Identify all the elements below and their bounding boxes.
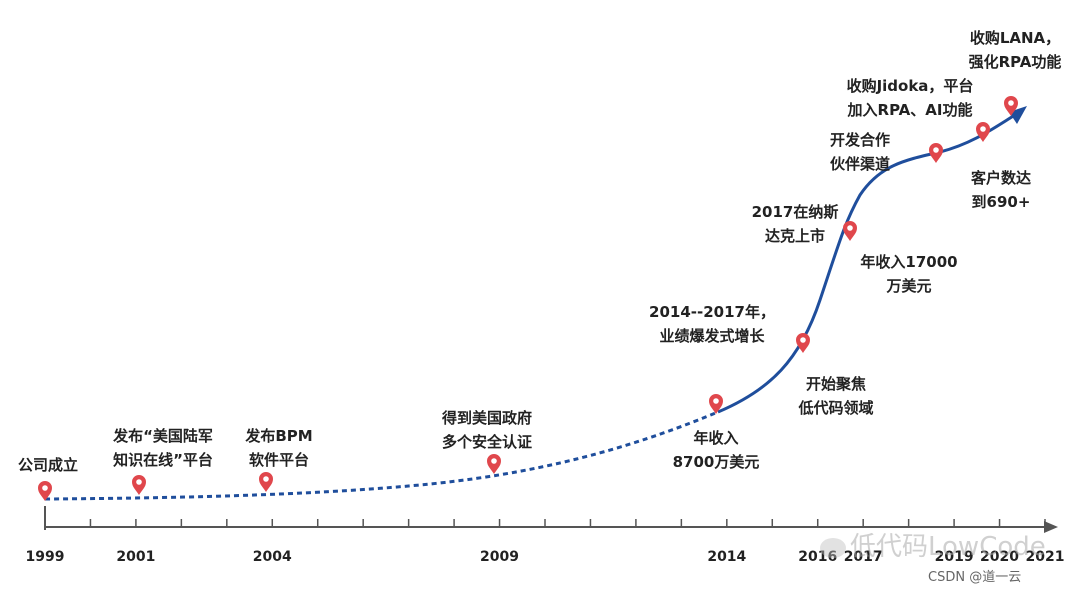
axis-ticks bbox=[89, 519, 1046, 527]
source-credit: CSDN @道一云 bbox=[928, 570, 1022, 585]
watermark-text: 低代码LowCode bbox=[850, 532, 1046, 562]
year-label-2001: 2001 bbox=[116, 549, 156, 565]
year-label-2017: 2017 bbox=[843, 549, 883, 565]
event-label-growth: 2014--2017年， 业绩爆发式增长 bbox=[649, 303, 775, 345]
year-label-2021: 2021 bbox=[1025, 549, 1065, 565]
year-label-2020: 2020 bbox=[980, 549, 1020, 565]
growth-curve-solid bbox=[717, 110, 1021, 414]
event-label-customers: 客户数达 到690+ bbox=[970, 169, 1032, 211]
wechat-icon bbox=[820, 537, 846, 558]
event-label-bpm: 发布BPM 软件平台 bbox=[245, 427, 313, 469]
event-label-lowcode-focus: 开始聚焦 低代码领域 bbox=[798, 375, 874, 417]
event-label-lana: 收购LANA， 强化RPA功能 bbox=[968, 29, 1062, 71]
event-label-security-cert: 得到美国政府 多个安全认证 bbox=[441, 409, 533, 451]
marker-2019-partners bbox=[929, 143, 943, 163]
year-label-2019: 2019 bbox=[934, 549, 974, 565]
year-label-2004: 2004 bbox=[252, 549, 292, 565]
year-label-2009: 2009 bbox=[480, 549, 520, 565]
year-label-2016: 2016 bbox=[798, 549, 838, 565]
event-label-partner-channel: 开发合作 伙伴渠道 bbox=[829, 131, 891, 173]
marker-2009-security bbox=[487, 454, 501, 474]
event-label-founded: 公司成立 bbox=[18, 456, 79, 474]
year-label-2014: 2014 bbox=[707, 549, 747, 565]
marker-2001-army bbox=[132, 475, 146, 495]
year-label-1999: 1999 bbox=[25, 549, 65, 565]
event-label-jidoka: 收购Jidoka，平台 加入RPA、AI功能 bbox=[846, 77, 974, 119]
event-label-nasdaq: 2017在纳斯 达克上市 bbox=[751, 203, 839, 245]
event-label-revenue-17000: 年收入17000 万美元 bbox=[860, 253, 958, 295]
event-label-revenue-8700: 年收入 8700万美元 bbox=[672, 429, 760, 471]
event-label-army-platform: 发布“美国陆军 知识在线”平台 bbox=[113, 427, 213, 469]
axis-arrow bbox=[1044, 521, 1058, 533]
marker-2004-bpm bbox=[259, 472, 273, 492]
marker-2020-jidoka bbox=[976, 122, 990, 142]
marker-2017-ipo bbox=[843, 221, 857, 241]
watermark: 低代码LowCode bbox=[820, 526, 1046, 563]
